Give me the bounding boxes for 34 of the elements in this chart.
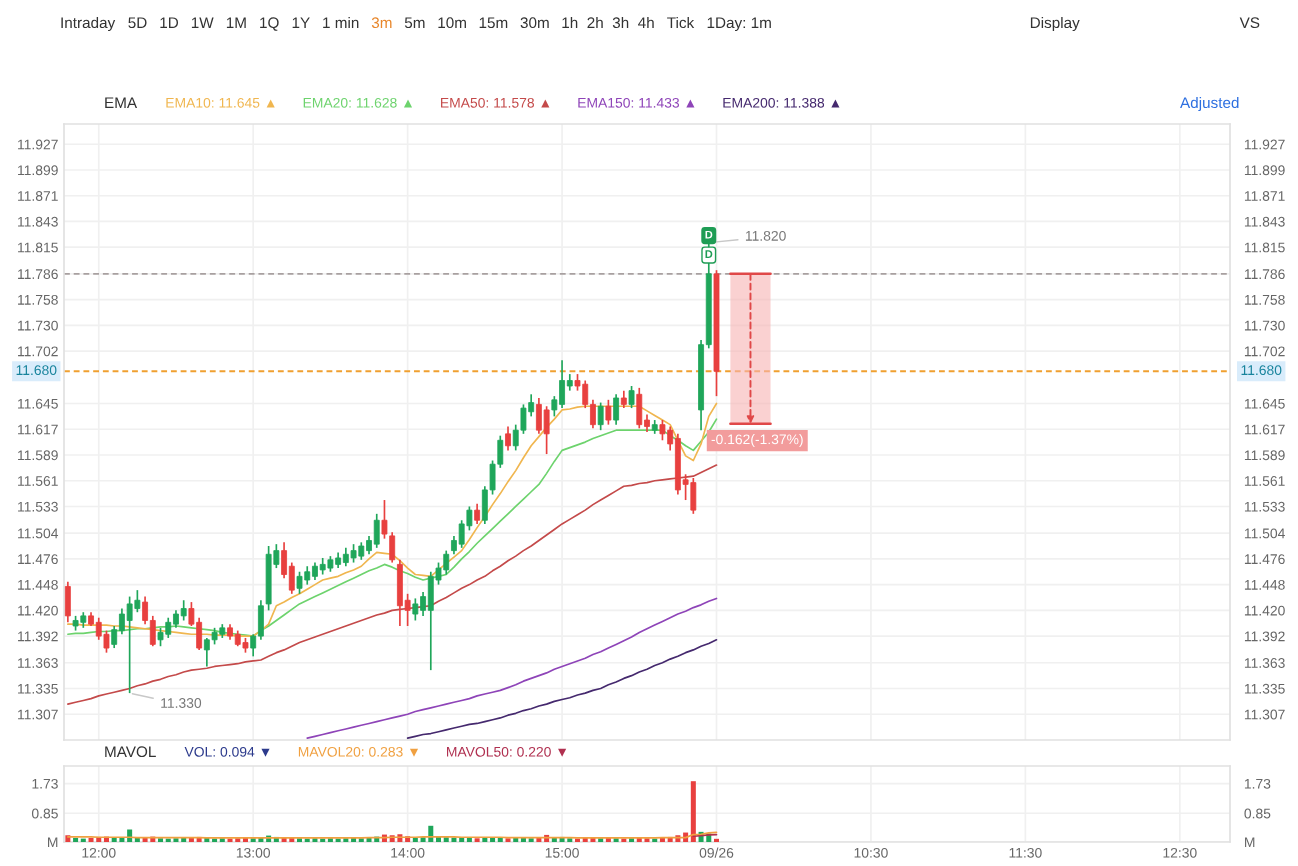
candlestick	[412, 597, 419, 622]
line-series	[406, 638, 718, 739]
candlestick	[505, 425, 511, 452]
candlestick	[203, 637, 210, 668]
candlestick	[427, 570, 434, 671]
candlestick	[559, 359, 565, 409]
candlestick	[690, 477, 697, 515]
candlestick	[373, 512, 380, 549]
candlestick	[126, 595, 133, 694]
line-series	[67, 464, 718, 705]
candlestick	[443, 549, 450, 576]
candlestick	[474, 502, 481, 525]
candlestick	[165, 616, 172, 639]
candlestick	[597, 401, 604, 431]
candlestick	[304, 565, 311, 586]
candlestick	[543, 405, 550, 455]
candlestick	[350, 543, 357, 564]
bar	[690, 781, 696, 842]
candlestick	[628, 385, 635, 409]
candlestick	[342, 547, 349, 568]
candlestick	[95, 616, 102, 641]
candlestick	[296, 570, 303, 595]
candlestick	[659, 419, 666, 442]
candlestick	[196, 616, 203, 651]
candlestick	[134, 589, 141, 614]
candlestick	[613, 393, 620, 426]
candlestick	[64, 581, 71, 624]
candlestick	[180, 599, 187, 622]
candlestick	[605, 398, 612, 426]
candlestick	[636, 387, 643, 430]
candlestick	[157, 626, 164, 648]
line-series	[306, 597, 718, 739]
candlestick	[396, 558, 403, 627]
candlestick	[535, 397, 542, 435]
